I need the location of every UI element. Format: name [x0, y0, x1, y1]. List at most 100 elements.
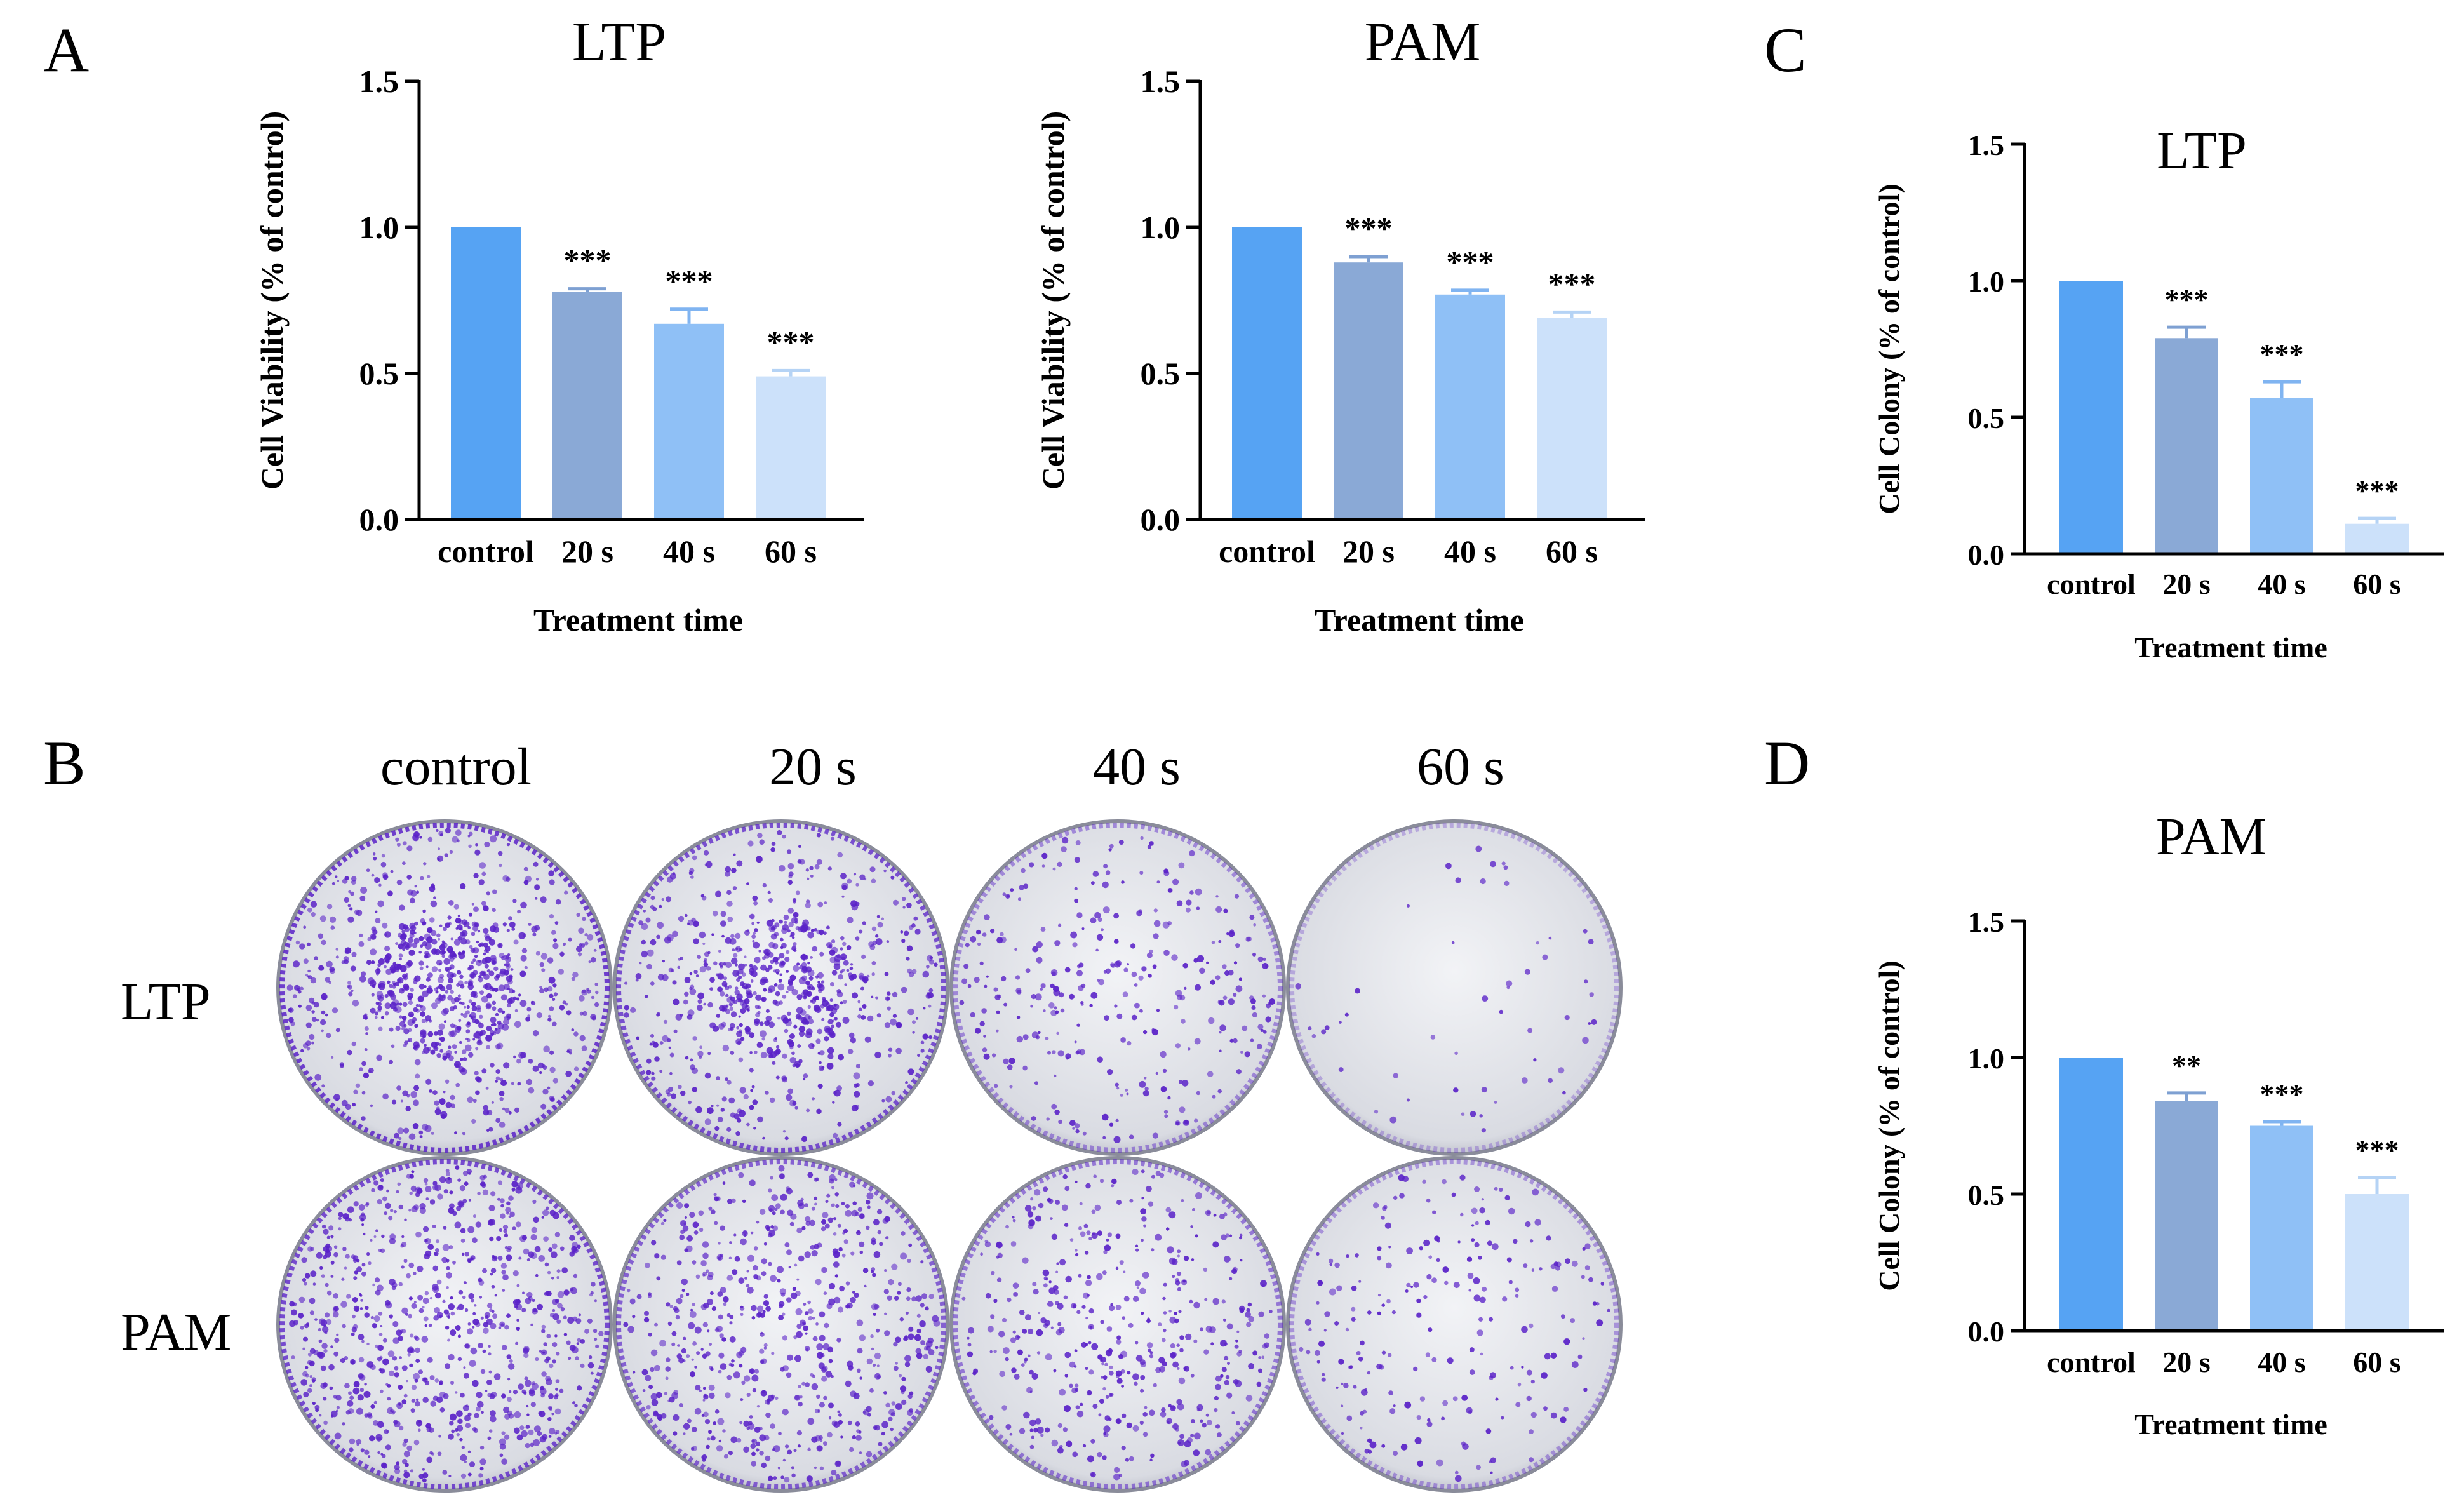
colony-dot: [1257, 1044, 1262, 1049]
colony-dot: [1196, 906, 1200, 910]
colony-dot: [409, 1363, 413, 1367]
colony-dot: [288, 1007, 292, 1012]
colony-dot: [829, 1031, 836, 1038]
colony-dot: [787, 984, 794, 992]
colony-dot: [475, 1090, 480, 1096]
colony-dot: [866, 1451, 873, 1458]
colony-dot: [756, 921, 760, 924]
colony-dot: [306, 1322, 309, 1326]
colony-dot: [876, 1328, 880, 1333]
colony-dot: [823, 1441, 827, 1446]
colony-dot: [305, 1373, 309, 1378]
colony-dot: [477, 1400, 484, 1408]
colony-dot: [783, 914, 789, 920]
colony-dot: [344, 897, 349, 903]
colony-dot: [401, 1365, 408, 1371]
colony-dot: [767, 1394, 775, 1402]
colony-dot: [297, 990, 302, 994]
colony-dot: [1140, 1361, 1147, 1367]
colony-dot: [439, 1049, 444, 1053]
colony-dot: [482, 1349, 486, 1353]
colony-dot: [1038, 1312, 1041, 1315]
colony-dot: [335, 875, 338, 878]
colony-dot: [751, 934, 756, 939]
colony-dot: [693, 938, 699, 944]
colony-dot: [427, 927, 433, 934]
colony-dot: [467, 1096, 474, 1103]
colony-dot: [884, 1312, 887, 1315]
y-tick-label: 0.0: [1968, 539, 2005, 571]
colony-dot: [917, 1054, 920, 1057]
colony-dot: [390, 870, 394, 873]
colony-dot: [1054, 940, 1061, 946]
colony-dot: [1051, 1439, 1059, 1447]
colony-dot: [807, 1172, 814, 1178]
colony-dot: [486, 969, 491, 973]
significance-label: ***: [564, 243, 612, 278]
colony-dot: [472, 1099, 477, 1103]
colony-dot: [760, 964, 767, 971]
colony-dot: [1042, 1269, 1050, 1277]
colony-dot: [708, 1430, 712, 1434]
colony-dot: [807, 1418, 815, 1425]
colony-dot: [746, 989, 752, 995]
colony-dot: [482, 1189, 489, 1196]
colony-dot: [292, 994, 297, 998]
colony-dot: [915, 1295, 922, 1302]
y-tick-label: 1.0: [359, 210, 399, 245]
colony-dot: [493, 1255, 498, 1260]
colony-dot: [723, 976, 727, 981]
colony-dot: [347, 1049, 352, 1056]
colony-dot: [1252, 1012, 1257, 1017]
colony-dot: [518, 993, 521, 997]
colony-dot: [1061, 1204, 1068, 1211]
colony-dot: [488, 1205, 495, 1212]
colony-dot: [1153, 1383, 1157, 1387]
colony-dot: [525, 1380, 532, 1387]
colony-dot: [753, 932, 756, 935]
colony-dot: [1223, 1212, 1228, 1217]
colony-dot: [854, 1293, 859, 1298]
colony-dot: [738, 1172, 744, 1178]
colony-dot: [425, 977, 431, 982]
colony-dot: [833, 1296, 841, 1304]
colony-dot: [422, 1478, 427, 1483]
colony-dot: [968, 1327, 975, 1334]
colony-dot: [1088, 1308, 1094, 1314]
colony-dot: [1229, 1234, 1233, 1237]
colony-dot: [808, 1016, 812, 1020]
colony-dot: [860, 986, 864, 991]
colony-dot: [1222, 964, 1227, 969]
colony-dot: [762, 1136, 765, 1140]
colony-dot: [832, 1101, 835, 1104]
colony-dot: [551, 930, 556, 935]
plate-rim-stain: [953, 823, 1283, 1153]
colony-dot: [457, 1178, 461, 1182]
colony-dot: [557, 1303, 563, 1309]
colony-dot: [1339, 1021, 1342, 1024]
significance-label: ***: [666, 263, 713, 299]
colony-dot: [370, 1104, 373, 1108]
colony-dot: [693, 970, 698, 974]
colony-dot: [906, 1409, 913, 1416]
colony-dot: [638, 920, 643, 925]
colony-dot: [434, 1251, 439, 1256]
colony-dot: [351, 1254, 356, 1259]
colony-dot: [554, 1299, 559, 1303]
colony-dot: [1521, 1366, 1524, 1369]
colony-dot: [364, 1312, 370, 1318]
colony-dot: [391, 1286, 396, 1291]
colony-dot: [707, 1275, 713, 1281]
colony-dot: [742, 1230, 748, 1237]
colony-dot: [1190, 1434, 1195, 1438]
colony-dot: [471, 1299, 474, 1303]
colony-dot: [416, 890, 420, 894]
colony-dot: [795, 1308, 803, 1315]
colony-dot: [369, 979, 377, 987]
colony-dot: [729, 1315, 734, 1320]
colony-dot: [551, 1243, 558, 1249]
colony-dot: [555, 899, 561, 905]
colony-dot: [828, 1416, 832, 1420]
colony-dot: [782, 1053, 787, 1059]
colony-dot: [1203, 1267, 1208, 1272]
